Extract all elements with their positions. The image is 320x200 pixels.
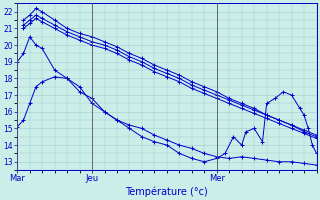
X-axis label: Température (°c): Température (°c) [125, 186, 208, 197]
